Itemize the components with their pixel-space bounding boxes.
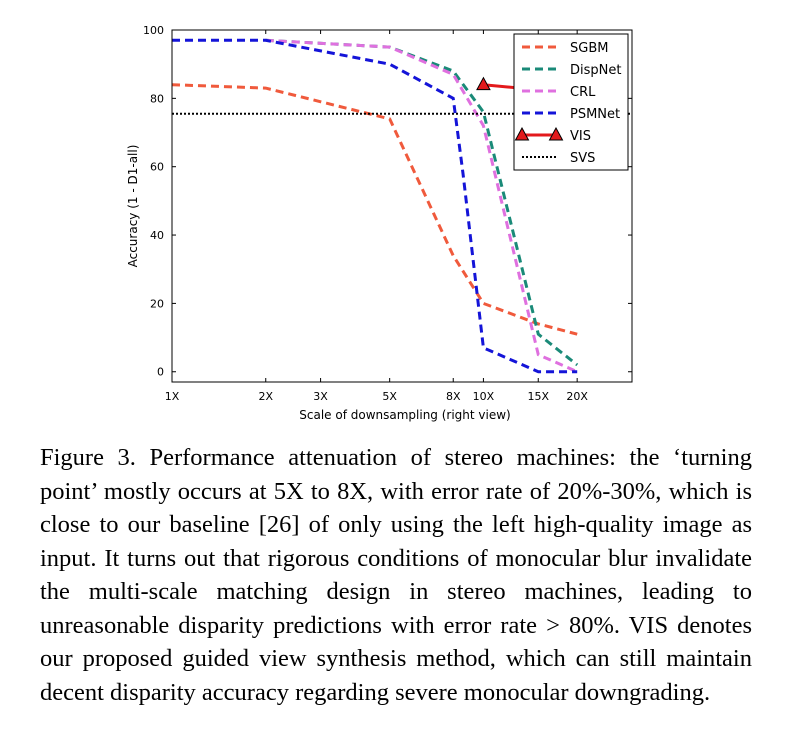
x-tick-label: 15X (527, 390, 549, 403)
accuracy-chart: 1X 2X 3X 5X 8X 10X 15X 20X 0 20 40 60 80 100 SGBM Disp… (126, 24, 633, 422)
figure-caption: Figure 3. Performance attenuation of ste… (40, 444, 752, 706)
y-tick-label: 100 (143, 24, 164, 37)
y-tick-label: 40 (150, 229, 164, 242)
y-axis-label: Accuracy (1 - D1-all) (126, 145, 140, 268)
x-tick-label: 10X (473, 390, 495, 403)
legend-label-dispnet: DispNet (570, 63, 621, 78)
legend-label-sgbm: SGBM (570, 41, 608, 56)
x-tick-label: 8X (446, 390, 461, 403)
ticks-layer: 1X 2X 3X 5X 8X 10X 15X 20X 0 20 40 60 80 100 (143, 24, 632, 403)
y-tick-label: 60 (150, 161, 164, 174)
series-line-sgbm (171, 83, 578, 336)
legend-label-vis: VIS (570, 129, 591, 144)
series-line-crl (265, 38, 578, 374)
legend: SGBM DispNet CRL PSMNet VIS SVS (513, 33, 629, 171)
y-tick-label: 80 (150, 92, 164, 105)
x-tick-label: 3X (313, 390, 328, 403)
x-tick-label: 1X (165, 390, 180, 403)
legend-label-crl: CRL (570, 85, 596, 100)
series-line-psmnet (172, 38, 578, 374)
legend-marker-vis (514, 126, 530, 141)
series-point-vis (476, 76, 491, 91)
legend-box (513, 33, 629, 171)
x-tick-label: 2X (258, 390, 273, 403)
plot-frame (171, 29, 633, 383)
y-tick-label: 0 (157, 366, 164, 379)
legend-label-svs: SVS (570, 151, 595, 166)
legend-label-psmnet: PSMNet (570, 107, 620, 122)
x-axis-label: Scale of downsampling (right view) (299, 408, 510, 422)
y-tick-label: 20 (150, 297, 164, 310)
legend-marker-vis (548, 126, 564, 141)
x-tick-label: 20X (566, 390, 588, 403)
x-tick-label: 5X (382, 390, 397, 403)
